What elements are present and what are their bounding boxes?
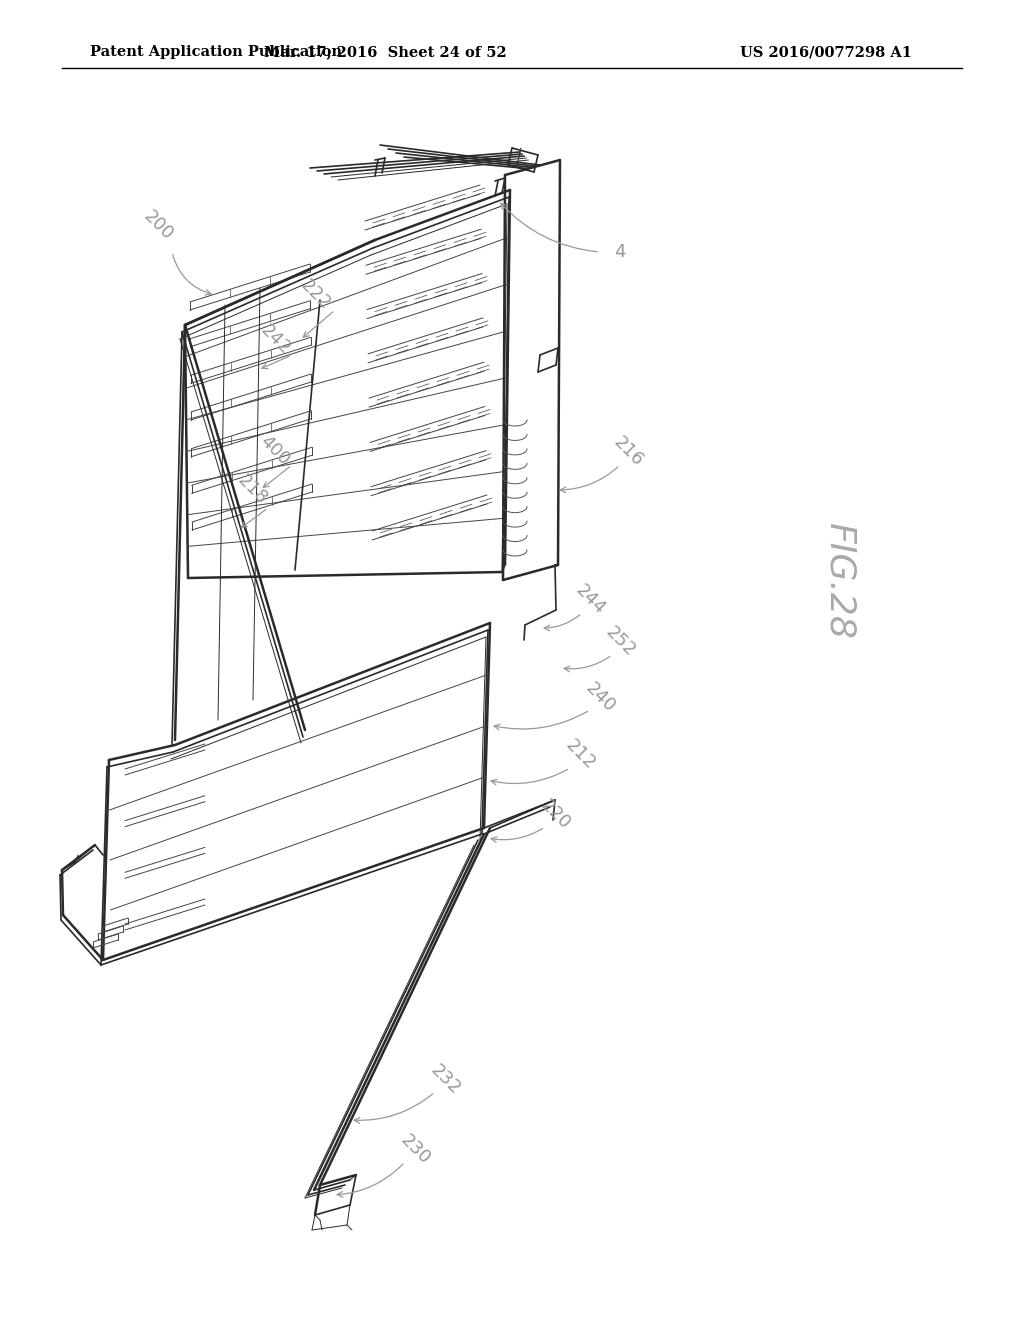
Text: 218: 218 — [233, 471, 270, 508]
Text: Mar. 17, 2016  Sheet 24 of 52: Mar. 17, 2016 Sheet 24 of 52 — [263, 45, 507, 59]
Text: 242: 242 — [256, 322, 294, 359]
Text: 230: 230 — [396, 1131, 433, 1168]
Text: 252: 252 — [601, 623, 639, 660]
Text: 244: 244 — [571, 581, 608, 619]
Text: 222: 222 — [296, 276, 334, 314]
Text: 212: 212 — [561, 737, 598, 774]
Text: FIG.28: FIG.28 — [822, 523, 857, 639]
Text: 4: 4 — [614, 243, 626, 261]
Text: 220: 220 — [537, 796, 573, 833]
Text: 200: 200 — [139, 207, 176, 243]
Text: 240: 240 — [582, 680, 618, 717]
Text: Patent Application Publication: Patent Application Publication — [90, 45, 342, 59]
Text: 232: 232 — [426, 1061, 464, 1098]
Text: 216: 216 — [609, 433, 646, 470]
Text: 400: 400 — [257, 432, 294, 469]
Text: US 2016/0077298 A1: US 2016/0077298 A1 — [740, 45, 912, 59]
